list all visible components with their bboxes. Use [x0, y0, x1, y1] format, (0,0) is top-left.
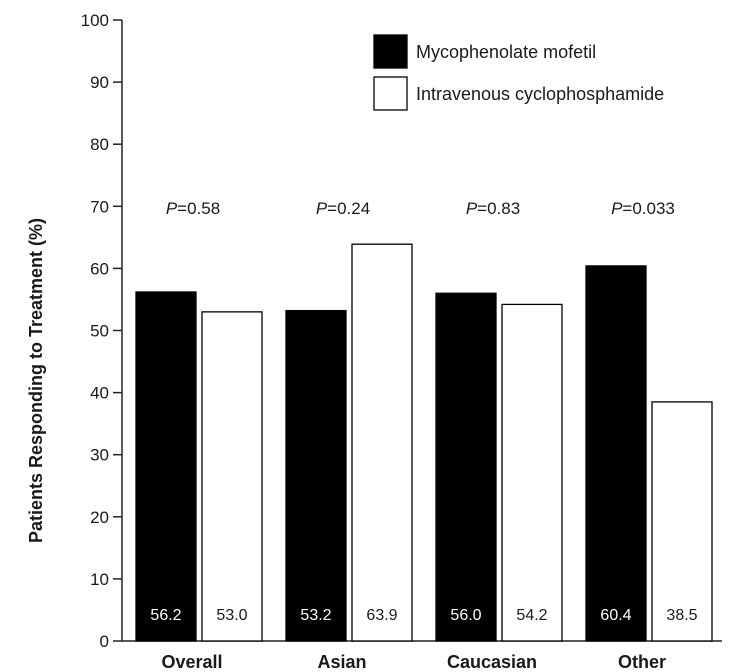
y-tick-label: 10	[90, 570, 109, 589]
legend-label: Intravenous cyclophosphamide	[416, 84, 664, 104]
p-value-text: =0.58	[177, 199, 220, 218]
data-label: 54.2	[516, 607, 547, 624]
bar-mycophenolate-asian	[285, 309, 347, 642]
legend-swatch	[373, 76, 408, 111]
data-label: 53.0	[216, 607, 247, 624]
p-value-label: P=0.58	[166, 199, 220, 218]
p-value-prefix: P	[611, 199, 623, 218]
bar-mycophenolate-other	[585, 265, 647, 642]
bar-cyclophosphamide-other	[651, 401, 713, 642]
y-tick-label: 40	[90, 384, 109, 403]
y-tick-label: 30	[90, 446, 109, 465]
p-value-label: P=0.24	[316, 199, 370, 218]
y-tick-label: 80	[90, 135, 109, 154]
p-value-text: =0.033	[622, 199, 674, 218]
y-tick-label: 0	[100, 632, 109, 651]
bar-cyclophosphamide-asian	[351, 243, 413, 642]
y-tick-label: 100	[81, 11, 109, 30]
x-tick-label: Caucasian	[447, 652, 537, 672]
bars	[135, 243, 713, 642]
p-value-prefix: P	[166, 199, 178, 218]
y-tick-label: 20	[90, 508, 109, 527]
data-label: 53.2	[300, 607, 331, 624]
legend: Mycophenolate mofetil Intravenous cycloph…	[373, 34, 664, 111]
p-value-text: =0.83	[477, 199, 520, 218]
x-tick-label: Asian	[317, 652, 366, 672]
data-label: 38.5	[666, 607, 697, 624]
y-tick-label: 60	[90, 259, 109, 278]
bar-mycophenolate-caucasian	[435, 292, 497, 642]
p-value-prefix: P	[466, 199, 478, 218]
p-value-label: P=0.033	[611, 199, 675, 218]
x-tick-label: Other	[618, 652, 666, 672]
p-value-text: =0.24	[327, 199, 370, 218]
y-tick-label: 50	[90, 322, 109, 341]
bar-cyclophosphamide-caucasian	[501, 303, 563, 642]
legend-swatch	[373, 34, 408, 69]
data-label: 63.9	[366, 607, 397, 624]
y-tick-label: 70	[90, 197, 109, 216]
p-value-label: P=0.83	[466, 199, 520, 218]
bar-cyclophosphamide-overall	[201, 311, 263, 642]
data-label: 60.4	[600, 607, 631, 624]
y-axis-title: Patients Responding to Treatment (%)	[26, 218, 46, 543]
p-value-prefix: P	[316, 199, 328, 218]
bar-mycophenolate-overall	[135, 291, 197, 642]
legend-label: Mycophenolate mofetil	[416, 42, 596, 62]
y-tick-label: 90	[90, 73, 109, 92]
axes: 0 10 20 30 40 50 60 70 80 90 100 Patients Respondin…	[26, 11, 722, 651]
data-label: 56.2	[150, 607, 181, 624]
data-label: 56.0	[450, 607, 481, 624]
x-tick-label: Overall	[161, 652, 222, 672]
